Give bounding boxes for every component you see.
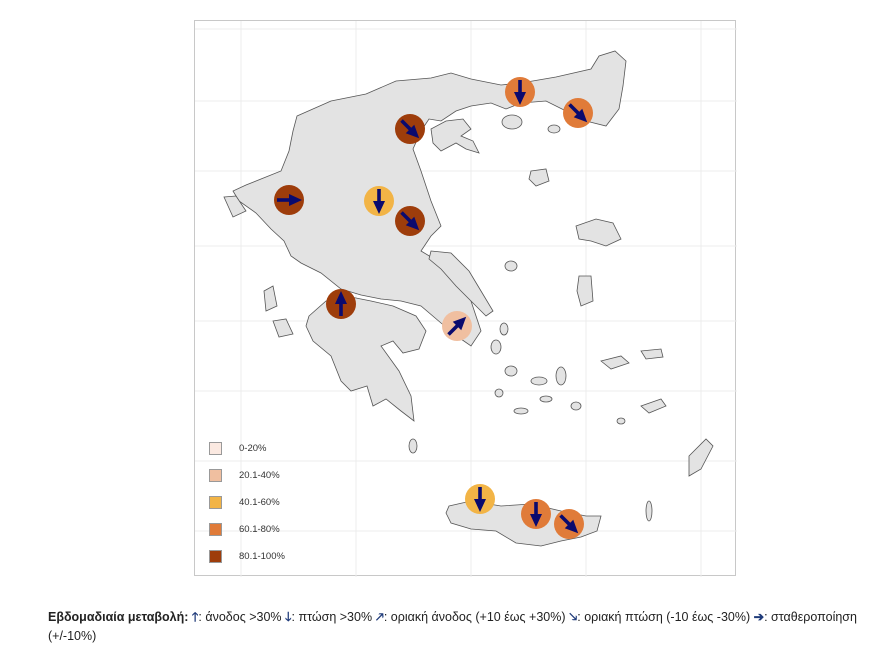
legend-label: 80.1-100% (239, 551, 285, 562)
legend-swatch-40-60 (209, 496, 222, 509)
trend-arrow-icon (277, 194, 302, 206)
trend-arrow-icon (568, 103, 588, 123)
legend-item: 80.1-100% (209, 543, 319, 570)
arrow-down-icon: 🡓 (285, 610, 292, 624)
caption-title: Εβδομαδιαία μεταβολή: (48, 610, 189, 624)
legend-swatch-0-20 (209, 442, 222, 455)
legend-swatch-20-40 (209, 469, 222, 482)
legend-item: 20.1-40% (209, 462, 319, 489)
caption-item-down: : πτώση >30% (291, 610, 373, 624)
trend-arrow-icon (447, 316, 467, 336)
trend-arrow-icon (530, 502, 542, 527)
legend-item: 40.1-60% (209, 489, 319, 516)
region-marker (442, 311, 472, 341)
legend-label: 60.1-80% (239, 524, 280, 535)
caption-item-up-right: : οριακή άνοδος (+10 έως +30%) (383, 610, 566, 624)
trend-arrow-icon (335, 291, 347, 316)
region-marker (465, 484, 495, 514)
legend-swatch-60-80 (209, 523, 222, 536)
region-markers (274, 77, 593, 539)
region-marker (395, 114, 425, 144)
caption: Εβδομαδιαία μεταβολή: 🡑: άνοδος >30% 🡓: … (48, 608, 868, 646)
legend-item: 60.1-80% (209, 516, 319, 543)
arrow-down-right-icon: 🡖 (569, 610, 578, 624)
greece-map (195, 21, 737, 577)
trend-arrow-icon (400, 119, 420, 139)
map-panel: 0-20% 20.1-40% 40.1-60% 60.1-80% 80.1-10… (194, 20, 737, 577)
caption-item-right: : σταθεροποίηση (+/-10%) (48, 610, 857, 643)
legend-swatch-80-100 (209, 550, 222, 563)
trend-arrow-icon (474, 487, 486, 512)
region-marker (326, 289, 356, 319)
region-marker (505, 77, 535, 107)
trend-arrow-icon (400, 211, 420, 231)
arrow-up-icon: 🡑 (191, 610, 199, 624)
legend-item: 0-20% (209, 435, 319, 462)
legend: 0-20% 20.1-40% 40.1-60% 60.1-80% 80.1-10… (209, 435, 319, 570)
gridlines (195, 21, 737, 577)
trend-arrow-icon (514, 80, 526, 105)
arrow-up-right-icon: 🡕 (375, 610, 384, 624)
trend-arrow-icon (559, 514, 579, 534)
region-marker (364, 186, 394, 216)
region-marker (563, 98, 593, 128)
region-marker (521, 499, 551, 529)
caption-item-up: : άνοδος >30% (198, 610, 282, 624)
region-marker (554, 509, 584, 539)
trend-arrow-icon (373, 189, 385, 214)
legend-label: 40.1-60% (239, 497, 280, 508)
region-marker (274, 185, 304, 215)
caption-item-down-right: : οριακή πτώση (-10 έως -30%) (577, 610, 751, 624)
arrow-right-icon: ➔ (753, 610, 765, 624)
legend-label: 0-20% (239, 443, 267, 454)
region-marker (395, 206, 425, 236)
legend-label: 20.1-40% (239, 470, 280, 481)
